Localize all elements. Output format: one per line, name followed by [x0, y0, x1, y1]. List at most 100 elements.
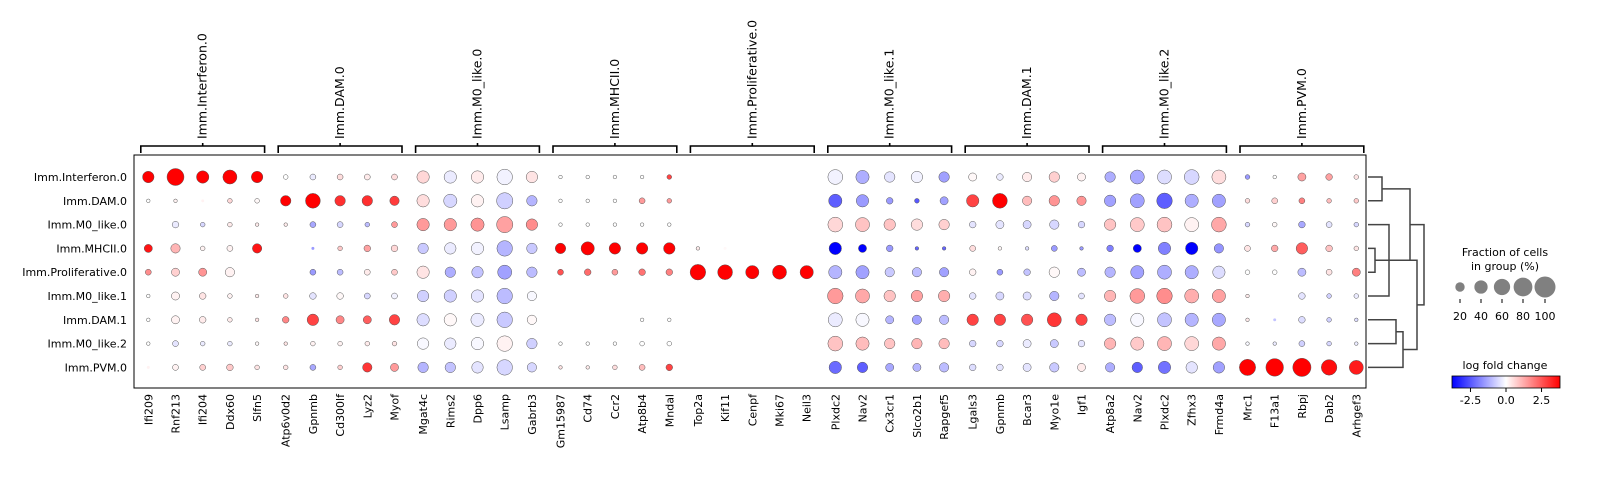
dot [969, 221, 977, 229]
dot [361, 195, 373, 207]
dot [827, 169, 843, 185]
dot [146, 317, 151, 322]
dot [1244, 198, 1251, 204]
dot [1132, 244, 1142, 253]
gene-label: Myof [389, 393, 402, 421]
size-legend-dot [1534, 276, 1556, 298]
dot [227, 198, 233, 204]
dot [640, 317, 645, 322]
dendrogram-branch [1368, 319, 1397, 345]
dot [558, 198, 563, 203]
dot [1184, 217, 1199, 232]
dot [968, 172, 978, 182]
dot [1326, 341, 1332, 347]
dot [1049, 339, 1059, 348]
gene-label: Mndal [663, 394, 676, 427]
dot [663, 242, 676, 255]
dot [337, 341, 343, 347]
dot [969, 363, 977, 371]
dot [146, 365, 150, 369]
dot [885, 315, 895, 325]
dot [1297, 172, 1307, 182]
dot [526, 242, 538, 254]
dot [638, 364, 646, 371]
dot [1130, 193, 1145, 209]
dot [558, 365, 563, 370]
dot [612, 198, 617, 203]
dot [416, 170, 430, 184]
dot [938, 290, 951, 302]
size-legend-dot [1493, 278, 1511, 296]
dot [364, 292, 371, 300]
dot [1272, 222, 1278, 228]
dot [1077, 172, 1086, 182]
dot [939, 314, 950, 325]
dot [1047, 312, 1062, 328]
dot [1157, 336, 1172, 351]
dot [938, 171, 950, 183]
row-label: Imm.Interferon.0 [34, 171, 127, 184]
dot [1353, 174, 1359, 180]
dot [996, 173, 1004, 181]
dot [1157, 169, 1172, 185]
dot [1130, 169, 1145, 185]
gene-label: Slco2b1 [911, 394, 924, 438]
dot [443, 170, 457, 184]
gene-label: Lyz2 [361, 394, 374, 418]
dot [416, 313, 430, 327]
dot [1212, 336, 1226, 351]
dot [224, 267, 235, 278]
colorbar-tick-label: -2.5 [1460, 394, 1481, 407]
dot [471, 194, 484, 208]
dot [337, 245, 343, 251]
dot [558, 174, 563, 180]
dot [146, 293, 151, 299]
group-label: Imm.Proliferative.0 [744, 20, 759, 139]
dot [1130, 217, 1145, 232]
dot [416, 194, 430, 208]
dot [911, 267, 922, 278]
dot [1245, 293, 1250, 299]
dot [613, 318, 617, 322]
gene-label: Plxdc2 [829, 394, 842, 430]
size-legend-tick-label: 80 [1516, 310, 1530, 323]
gene-label: Dab2 [1323, 394, 1336, 423]
dot [1131, 361, 1143, 373]
dot [1326, 317, 1332, 323]
dot [855, 217, 870, 232]
dot [857, 361, 868, 373]
gene-label: Slfn5 [251, 394, 264, 422]
dot [282, 316, 290, 324]
dot [310, 341, 316, 347]
gene-label: Gpnmb [307, 394, 320, 434]
dot [1325, 268, 1333, 276]
dot-grid [142, 168, 1364, 377]
dot [255, 317, 260, 322]
dot [252, 243, 263, 254]
plot-frame [133, 154, 1367, 389]
dot [827, 216, 843, 233]
row-label: Imm.DAM.0 [63, 195, 127, 208]
dot [1156, 192, 1173, 209]
gene-label: Rbpj [1296, 394, 1309, 419]
dot [997, 246, 1002, 251]
dot [1321, 359, 1338, 376]
dot [1022, 195, 1033, 206]
dot [557, 268, 564, 276]
dot [585, 365, 590, 370]
dot [1244, 222, 1251, 228]
gene-group-brackets: Imm.Interferon.0 Imm.DAM.0 Imm.M0_like.0 Im… [140, 20, 1365, 153]
dot [640, 174, 645, 180]
dot [911, 338, 923, 350]
group-bracket [552, 145, 678, 153]
dot [309, 221, 317, 228]
dot [172, 340, 179, 347]
dot [886, 197, 894, 205]
row-label: Imm.MHCII.0 [56, 242, 127, 255]
dot [526, 338, 538, 350]
dot [1298, 221, 1306, 229]
gene-label: Atp6v0d2 [280, 394, 293, 447]
dot [1025, 246, 1030, 251]
dot [1106, 244, 1114, 252]
dot [1272, 269, 1278, 275]
